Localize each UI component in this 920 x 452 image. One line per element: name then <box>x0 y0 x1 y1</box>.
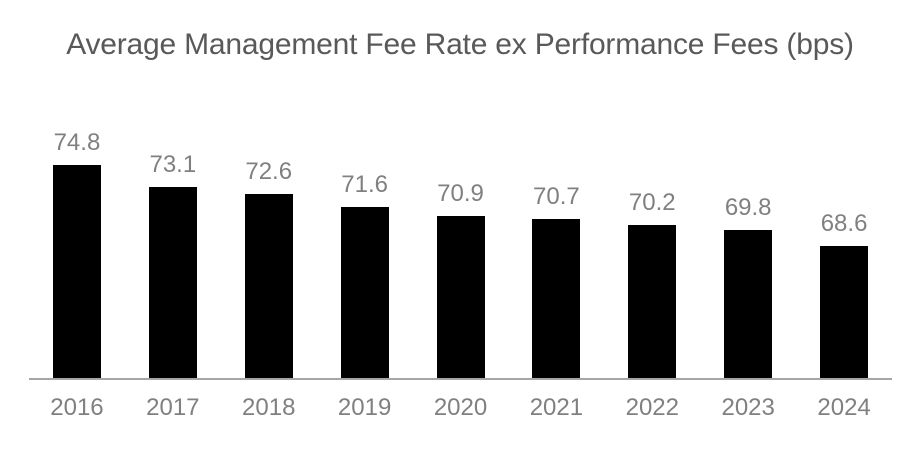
x-tick-label: 2019 <box>337 394 392 421</box>
bar <box>52 165 101 379</box>
bar-value-label: 70.9 <box>437 180 484 207</box>
x-axis-labels: 2016 2017 2018 2019 2020 2021 2022 2023 2024 <box>29 394 892 422</box>
bar <box>340 207 389 379</box>
bar-column: 70.7 <box>508 120 604 379</box>
x-tick-label: 2017 <box>146 394 200 421</box>
bar <box>820 246 869 379</box>
bar <box>628 225 677 379</box>
bar-column: 69.8 <box>700 120 796 379</box>
bar-value-label: 68.6 <box>820 210 868 237</box>
x-axis-line <box>29 378 892 380</box>
x-tick-label: 2021 <box>529 394 584 421</box>
bar-value-label: 71.6 <box>341 171 388 198</box>
x-tick-label: 2022 <box>625 394 679 421</box>
bar-value-label: 74.8 <box>53 129 101 156</box>
bar-column: 70.2 <box>604 120 700 379</box>
x-tick-label: 2020 <box>433 394 488 421</box>
plot-area: 74.8 73.1 72.6 71.6 70.9 70.7 70.2 69.8 68.6 <box>29 120 892 379</box>
bar-column: 74.8 <box>29 120 125 379</box>
x-tick-label: 2024 <box>817 394 871 421</box>
bar-value-label: 72.6 <box>245 158 293 185</box>
bar <box>724 230 773 379</box>
bar <box>532 219 581 379</box>
x-tick-label: 2023 <box>721 394 775 421</box>
bar-column: 68.6 <box>796 120 892 379</box>
chart-title: Average Management Fee Rate ex Performan… <box>66 28 854 61</box>
bar-column: 70.9 <box>413 120 509 379</box>
bar-column: 71.6 <box>317 120 413 379</box>
bar-value-label: 69.8 <box>724 194 772 221</box>
bar-value-label: 73.1 <box>149 151 197 178</box>
bar <box>244 194 293 379</box>
bar-value-label: 70.2 <box>628 189 676 216</box>
bar <box>148 187 197 379</box>
bar-value-label: 70.7 <box>533 183 580 210</box>
x-tick-label: 2016 <box>50 394 104 421</box>
bar-column: 72.6 <box>221 120 317 379</box>
bar-column: 73.1 <box>125 120 221 379</box>
x-tick-label: 2018 <box>242 394 296 421</box>
bar <box>436 216 485 379</box>
